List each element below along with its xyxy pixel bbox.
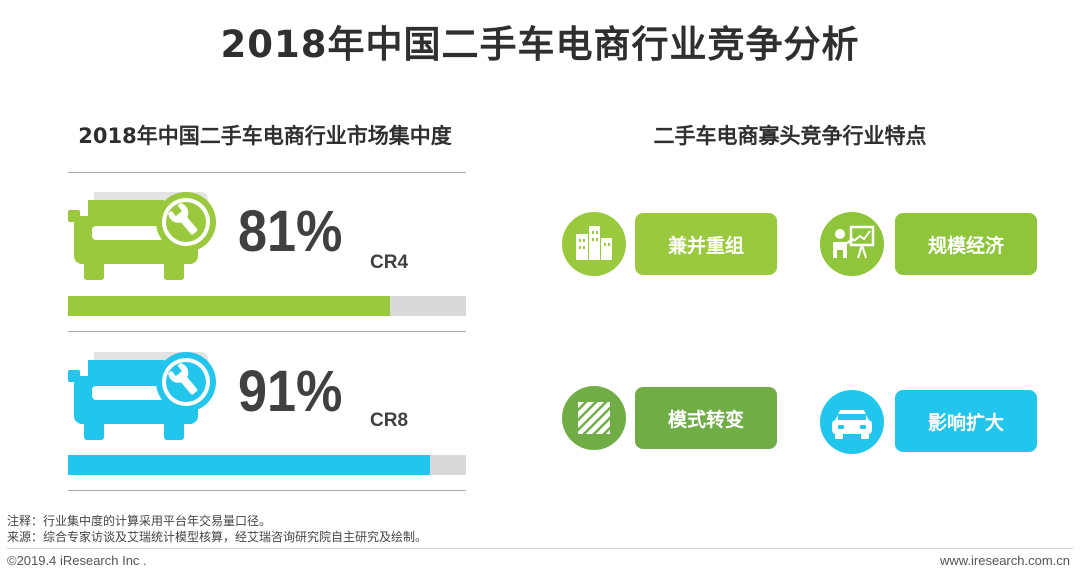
feature-merger: 兼并重组 (635, 213, 777, 275)
website-text: www.iresearch.com.cn (939, 553, 1070, 568)
feature-expanding-influence: 影响扩大 (895, 390, 1037, 452)
left-section-title: 2018年中国二手车电商行业市场集中度 (78, 124, 452, 148)
cr8-label: CR8 (370, 410, 409, 431)
cr8-percent: 91% (238, 359, 343, 424)
cr4-bar-fill (68, 296, 391, 316)
feature-economies-of-scale: 规模经济 (895, 213, 1037, 275)
buildings-icon (562, 212, 626, 276)
car-wrench-icon (68, 186, 218, 282)
car-wrench-icon (68, 346, 218, 442)
feature-model-transformation: 模式转变 (635, 387, 777, 449)
copyright-text: ©2019.4 iResearch Inc . (7, 553, 147, 568)
source-text: 来源：综合专家访谈及艾瑞统计模型核算，经艾瑞咨询研究院自主研究及绘制。 (7, 530, 428, 544)
divider-bottom (68, 490, 466, 491)
cr4-label: CR4 (370, 252, 409, 273)
divider-middle (68, 331, 466, 332)
right-section-title: 二手车电商寡头竞争行业特点 (653, 124, 927, 148)
footer-divider (7, 548, 1073, 549)
car-front-icon (820, 390, 884, 454)
cr4-bar-track (68, 296, 466, 316)
cr4-percent: 81% (238, 199, 343, 264)
note-text: 注释：行业集中度的计算采用平台年交易量口径。 (7, 514, 272, 528)
cr8-bar-track (68, 455, 466, 475)
cr8-bar-fill (68, 455, 431, 475)
page-title: 2018年中国二手车电商行业竞争分析 (220, 23, 860, 66)
presenter-chart-icon (820, 212, 884, 276)
divider-top (68, 172, 466, 173)
hatched-square-icon (562, 386, 626, 450)
